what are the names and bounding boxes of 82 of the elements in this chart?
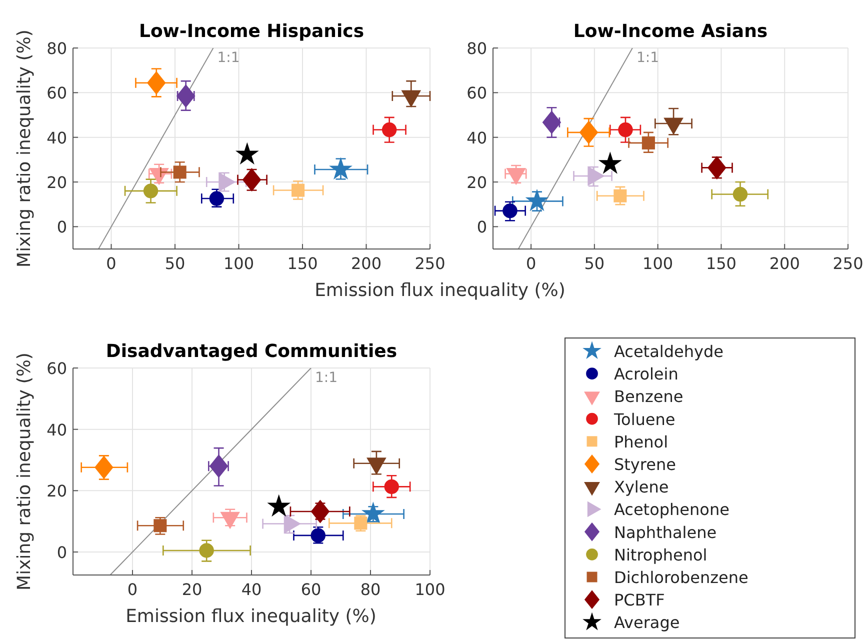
- x-tick-label: 0: [127, 580, 138, 599]
- y-tick-label: 60: [466, 84, 487, 103]
- x-tick-label: 200: [769, 254, 800, 273]
- legend-label: Average: [614, 613, 680, 632]
- point: [199, 543, 214, 558]
- legend-label: Acrolein: [614, 364, 678, 384]
- point: [242, 168, 262, 192]
- x-tick-label: 100: [642, 254, 674, 273]
- x-tick-label: 250: [832, 254, 864, 273]
- x-tick-label: 50: [164, 254, 186, 273]
- y-tick-label: 20: [46, 482, 67, 501]
- point: [329, 157, 352, 180]
- point: [384, 479, 399, 494]
- y-tick-label: 20: [46, 173, 67, 192]
- point: [267, 494, 291, 517]
- legend-label: Naphthalene: [614, 522, 717, 542]
- point: [542, 110, 562, 134]
- point: [732, 186, 748, 202]
- x-axis-title: Emission flux inequality (%): [314, 280, 566, 301]
- x-tick-label: 100: [223, 254, 254, 273]
- x-tick-label: 50: [584, 254, 605, 273]
- point: [209, 454, 228, 478]
- y-axis-title: Mixing ratio inequality (%): [14, 30, 35, 268]
- x-tick-label: 0: [106, 254, 116, 273]
- y-tick-label: 40: [46, 420, 67, 440]
- point: [642, 136, 655, 150]
- series-label: 1:1: [636, 50, 659, 66]
- x-tick-label: 250: [414, 254, 446, 273]
- point: [618, 122, 633, 138]
- point: [143, 184, 158, 198]
- y-tick-label: 80: [466, 39, 487, 58]
- y-tick-label: 40: [46, 128, 67, 148]
- x-tick-label: 150: [706, 254, 736, 273]
- x-tick-label: 150: [287, 254, 318, 273]
- y-tick-label: 0: [476, 218, 487, 237]
- y-tick-label: 40: [466, 128, 487, 148]
- point: [598, 152, 622, 174]
- legend-label: Acetophenone: [614, 500, 730, 520]
- y-tick-label: 20: [466, 173, 487, 192]
- legend-label: Toluene: [613, 410, 676, 429]
- chart-title: Low-Income Hispanics: [138, 21, 364, 42]
- point: [209, 191, 224, 206]
- point: [94, 456, 114, 480]
- point: [361, 502, 385, 524]
- legend-label: Acetaldehyde: [614, 342, 724, 361]
- series-label: 1:1: [217, 50, 240, 66]
- legend-label: Dichlorobenzene: [614, 568, 748, 587]
- legend-label: Nitrophenol: [614, 545, 708, 564]
- chart-title: Low-Income Asians: [573, 21, 768, 42]
- point: [614, 189, 627, 202]
- point: [173, 166, 186, 179]
- point: [292, 184, 305, 197]
- legend-label: PCBTF: [614, 590, 665, 610]
- point: [525, 188, 549, 212]
- y-tick-label: 0: [56, 543, 67, 562]
- y-tick-label: 60: [46, 359, 67, 378]
- point: [146, 71, 166, 95]
- x-axis-title: Emission flux inequality (%): [126, 606, 376, 627]
- point: [382, 122, 397, 138]
- y-tick-label: 60: [46, 84, 67, 103]
- y-axis-title: Mixing ratio inequality (%): [14, 352, 35, 590]
- point: [310, 500, 330, 524]
- series-label: 1:1: [315, 370, 338, 386]
- legend-label: Benzene: [614, 387, 684, 406]
- x-tick-label: 200: [350, 254, 382, 273]
- legend-label: Xylene: [614, 478, 669, 497]
- legend-label: Phenol: [614, 432, 668, 452]
- point: [235, 142, 259, 164]
- x-tick-label: 20: [182, 580, 202, 599]
- point: [502, 203, 518, 218]
- point: [579, 120, 598, 144]
- chart-title: Disadvantaged Communities: [106, 341, 398, 362]
- x-tick-label: 60: [300, 580, 322, 599]
- point: [176, 84, 196, 108]
- x-tick-label: 100: [414, 580, 446, 599]
- x-tick-label: 0: [526, 254, 536, 273]
- x-tick-label: 40: [241, 580, 262, 599]
- point: [708, 156, 726, 180]
- y-tick-label: 0: [56, 218, 67, 237]
- y-tick-label: 80: [46, 39, 67, 58]
- x-tick-label: 80: [360, 580, 381, 599]
- legend-label: Styrene: [614, 455, 676, 474]
